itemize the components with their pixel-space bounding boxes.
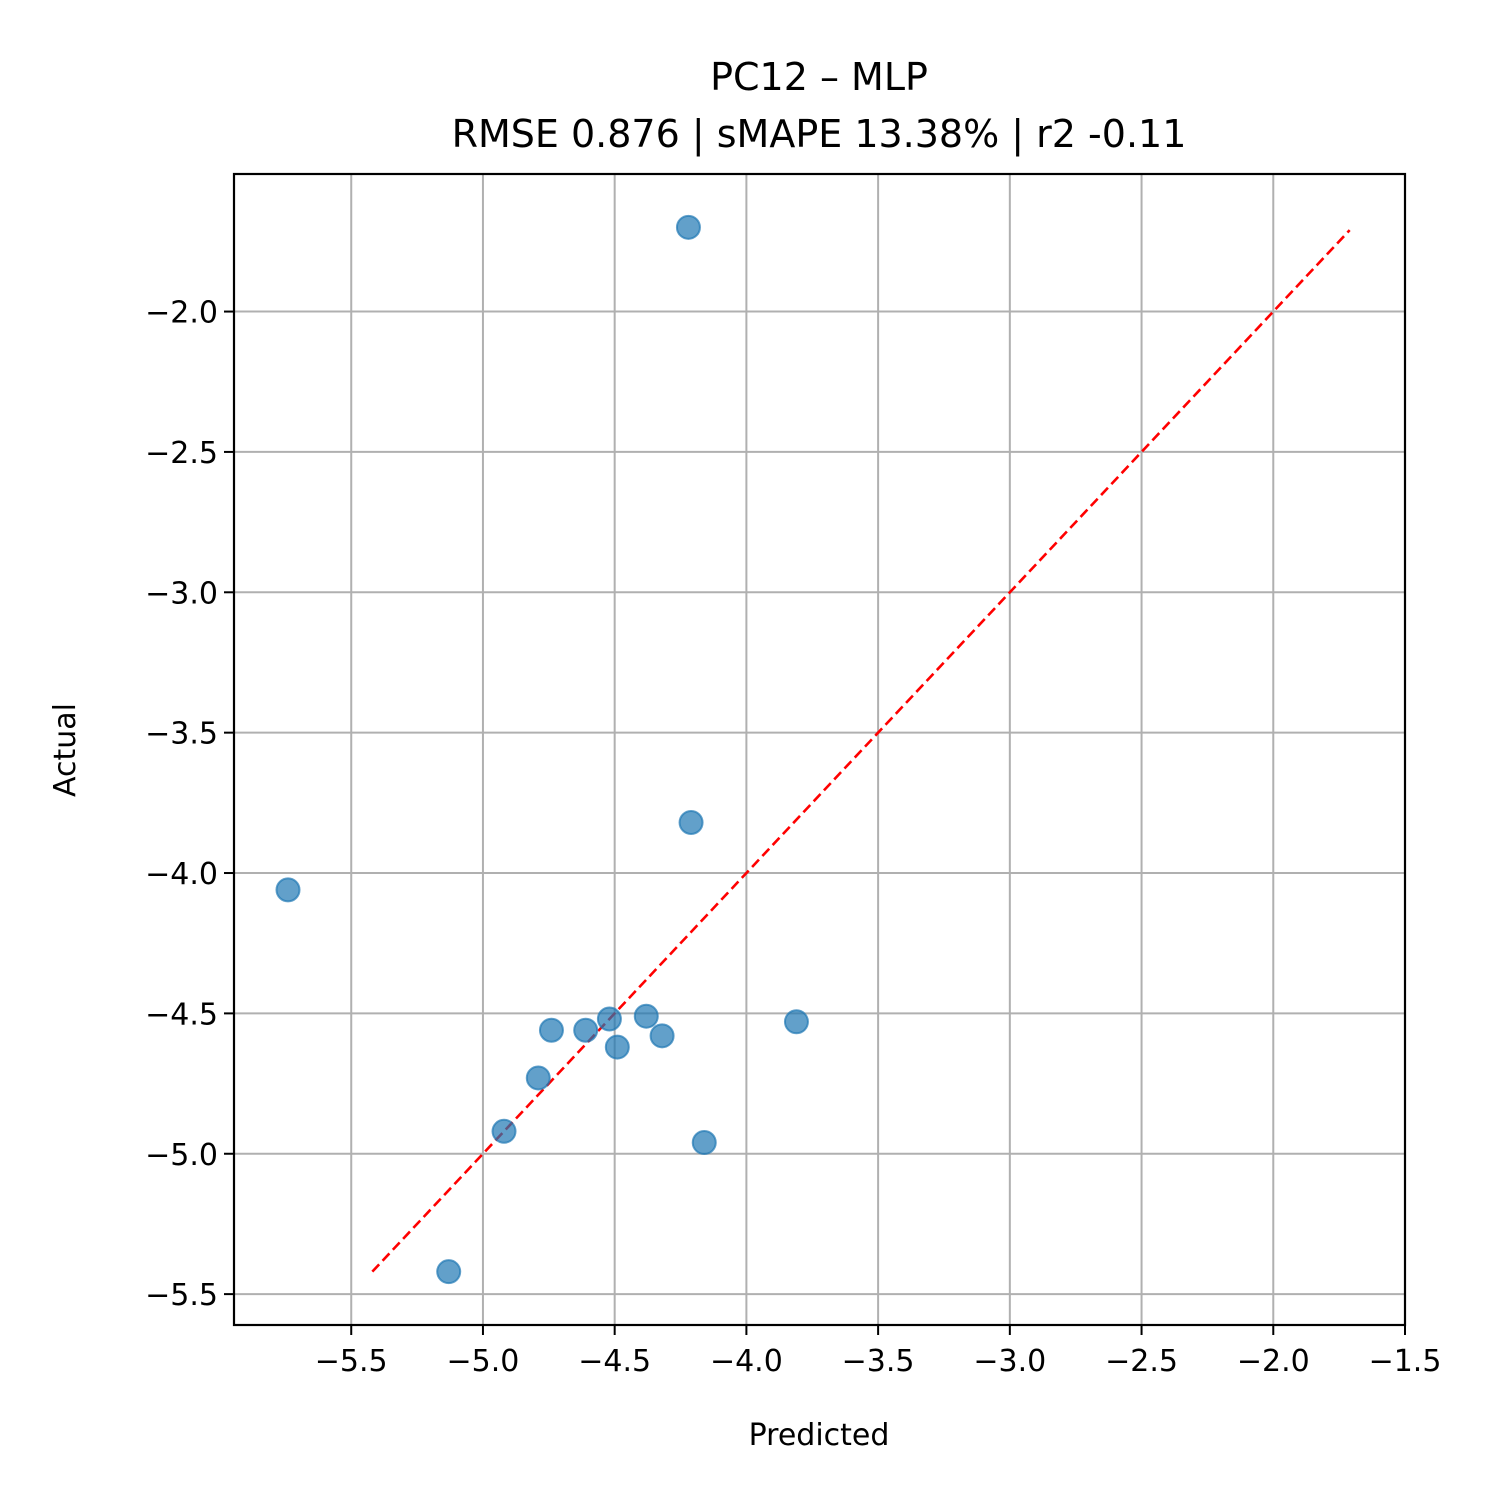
scatter-point (275, 877, 301, 903)
scatter-point (633, 1003, 659, 1029)
x-axis-label: Predicted (749, 1418, 890, 1453)
y-tick-label: −2.0 (145, 296, 218, 331)
y-tick-label: −5.5 (145, 1278, 218, 1313)
identity-line (371, 229, 1351, 1273)
chart-title: PC12 – MLP (710, 55, 928, 99)
y-axis-label: Actual (48, 703, 83, 797)
x-axis-ticks: −5.5 −5.0 −4.5 −4.0 −3.5 −3.0 −2.5 −2.0 −1.5 (315, 1325, 1442, 1379)
x-tick-label: −2.5 (1105, 1344, 1178, 1379)
y-tick-label: −5.0 (145, 1138, 218, 1173)
x-tick-label: −1.5 (1369, 1344, 1442, 1379)
y-tick-label: −2.5 (145, 436, 218, 471)
x-tick-label: −3.5 (842, 1344, 915, 1379)
y-tick-label: −4.5 (145, 997, 218, 1032)
x-tick-label: −3.0 (973, 1344, 1046, 1379)
y-tick-label: −4.0 (145, 857, 218, 892)
scatter-point (783, 1009, 809, 1035)
scatter-point (538, 1017, 564, 1043)
scatter-point (604, 1034, 630, 1060)
scatter-point (675, 214, 701, 240)
x-tick-label: −2.0 (1237, 1344, 1310, 1379)
point-layer (275, 214, 809, 1285)
scatter-point (596, 1006, 622, 1032)
scatter-point (678, 809, 704, 835)
grid (234, 174, 1406, 1325)
scatter-point (649, 1023, 675, 1049)
x-tick-label: −4.0 (710, 1344, 783, 1379)
y-tick-label: −3.5 (145, 717, 218, 752)
chart-subtitle: RMSE 0.876 | sMAPE 13.38% | r2 -0.11 (452, 112, 1187, 157)
scatter-point (491, 1118, 517, 1144)
scatter-point (573, 1017, 599, 1043)
identity-line-layer (371, 229, 1351, 1273)
y-axis-ticks: −2.0 −2.5 −3.0 −3.5 −4.0 −4.5 −5.0 −5.5 (145, 296, 234, 1313)
x-tick-label: −5.0 (447, 1344, 520, 1379)
scatter-point (525, 1065, 551, 1091)
x-tick-label: −5.5 (315, 1344, 388, 1379)
scatter-point (436, 1259, 462, 1285)
scatter-point (691, 1130, 717, 1156)
plot-frame (232, 172, 1407, 1327)
x-tick-label: −4.5 (578, 1344, 651, 1379)
y-tick-label: −3.0 (145, 576, 218, 611)
